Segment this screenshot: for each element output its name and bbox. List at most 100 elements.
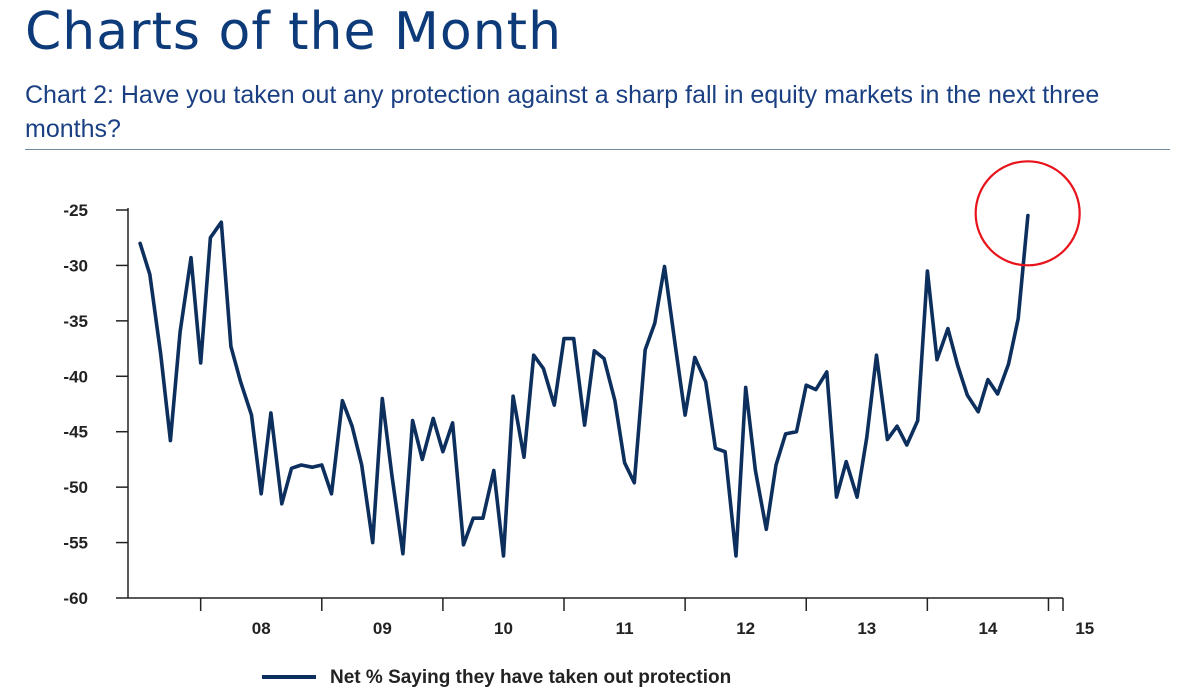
data-point [674,345,676,347]
data-point [875,354,877,356]
y-tick-label: -50 [63,478,88,497]
data-point [200,362,202,364]
data-point [966,394,968,396]
y-tick-label: -35 [63,312,88,331]
x-tick-label: 12 [736,619,755,638]
header-divider [25,149,1170,150]
data-point [815,389,817,391]
x-tick-label: 11 [616,619,634,638]
data-point [584,424,586,426]
data-point [512,395,514,397]
data-point [149,273,151,275]
data-point [291,467,293,469]
data-point [523,456,525,458]
series-layer [138,213,1030,558]
data-point [633,482,635,484]
data-point [845,461,847,463]
data-point [886,438,888,440]
y-tick-label: -30 [63,256,88,275]
data-point [553,404,555,406]
page-title: Charts of the Month [25,2,563,62]
data-point [977,411,979,413]
data-point [593,350,595,352]
data-point [644,349,646,351]
data-point [462,544,464,546]
data-point [209,237,211,239]
data-point [493,470,495,472]
data-point [1017,318,1019,320]
x-tick-label: 10 [494,619,513,638]
y-tick-label: -40 [63,367,88,386]
data-point [735,555,737,557]
data-point [230,345,232,347]
data-point [603,358,605,360]
y-tick-label: -45 [63,423,88,442]
chart-subtitle: Chart 2: Have you taken out any protecti… [25,81,1100,143]
data-point [240,381,242,383]
data-point [533,354,535,356]
data-point [381,397,383,399]
data-point [452,422,454,424]
data-point [947,328,949,330]
x-axis: 08 09 10 11 12 13 14 15 [128,597,1094,638]
data-point [412,420,414,422]
data-point [391,475,393,477]
y-tick-label: -60 [63,589,88,608]
data-point [614,400,616,402]
annotation-layer [974,160,1081,267]
data-point [563,338,565,340]
data-point [179,331,181,333]
data-point [624,462,626,464]
data-point [139,242,141,244]
data-point [856,496,858,498]
y-tick-label: -25 [63,201,88,220]
series-line [138,213,1030,558]
data-point [311,466,313,468]
y-axis: -25 -30 -35 -40 -45 -50 -55 -60 [63,201,129,608]
data-point [917,420,919,422]
data-point [330,493,332,495]
data-point [300,464,302,466]
data-point [160,353,162,355]
data-point [714,447,716,449]
data-point [542,368,544,370]
data-point [351,425,353,427]
data-point [896,425,898,427]
data-point [664,266,666,268]
data-point [1007,363,1009,365]
data-point [745,386,747,388]
data-point [796,431,798,433]
data-point [220,221,222,223]
data-point [321,464,323,466]
data-point [270,412,272,414]
data-point [442,451,444,453]
x-tick-label: 09 [373,619,392,638]
data-point [251,414,253,416]
data-point [361,464,363,466]
data-point [705,381,707,383]
data-point [169,440,171,442]
data-point [826,371,828,373]
data-point [957,364,959,366]
data-point [421,458,423,460]
data-point [573,338,575,340]
data-point [936,359,938,361]
data-point [260,493,262,495]
data-point [765,528,767,530]
legend: Net % Saying they have taken out protect… [262,667,731,688]
data-point [694,356,696,358]
data-point [805,384,807,386]
data-point [341,400,343,402]
data-point [926,270,928,272]
data-point [866,436,868,438]
data-point [482,517,484,519]
highlight-circle [974,160,1081,267]
data-point [432,417,434,419]
data-point [281,503,283,505]
data-point [684,414,686,416]
data-point [724,451,726,453]
legend-label: Net % Saying they have taken out protect… [330,667,731,688]
data-point [987,379,989,381]
data-point [775,464,777,466]
